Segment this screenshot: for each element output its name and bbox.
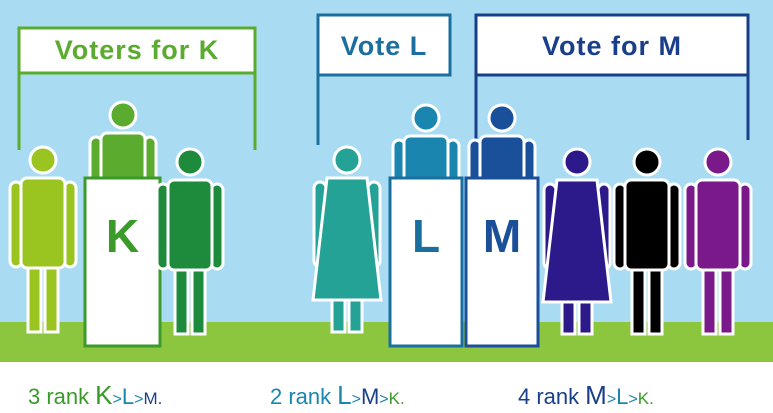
torso — [168, 180, 212, 270]
head — [705, 149, 731, 175]
sign-text: Voters for K — [55, 35, 220, 65]
caption-part: 4 rank — [518, 384, 580, 409]
leg — [703, 262, 716, 334]
leg — [632, 262, 645, 334]
head — [634, 149, 660, 175]
caption-part: > — [352, 391, 361, 408]
caption-part: > — [628, 391, 637, 408]
torso — [21, 178, 65, 268]
torso — [625, 180, 669, 270]
scene: Voters for K Vote L Vote for M KLM 3 ran… — [0, 0, 773, 413]
head — [564, 149, 590, 175]
podium-letter: M — [483, 210, 521, 262]
leg — [192, 262, 205, 334]
head — [177, 149, 203, 175]
podium — [390, 178, 462, 346]
podium-letter: L — [412, 210, 440, 262]
caption-part: K — [95, 380, 113, 410]
leg — [45, 260, 58, 332]
caption-part: K. — [389, 389, 405, 408]
head — [334, 147, 360, 173]
sign-text: Vote for M — [542, 31, 682, 61]
leg — [649, 262, 662, 334]
caption-part: M. — [143, 389, 162, 408]
caption-part: > — [379, 391, 388, 408]
caption-part: > — [134, 391, 143, 408]
torso — [696, 180, 740, 270]
caption-part: L — [616, 384, 628, 409]
podium — [85, 178, 160, 346]
caption-part: L — [122, 384, 134, 409]
head — [489, 105, 515, 131]
sign-text: Vote L — [341, 31, 428, 61]
caption-part: 3 rank — [28, 384, 90, 409]
head — [30, 147, 56, 173]
podium — [466, 178, 538, 346]
caption-part: > — [607, 391, 616, 408]
leg — [720, 262, 733, 334]
caption-part: M — [585, 380, 607, 410]
leg — [175, 262, 188, 334]
caption-part: 2 rank — [270, 384, 332, 409]
caption-part: > — [113, 391, 122, 408]
caption-part: M — [361, 384, 379, 409]
head — [110, 102, 136, 128]
podium-letter: K — [106, 210, 139, 262]
leg — [28, 260, 41, 332]
head — [413, 105, 439, 131]
caption-part: L — [337, 380, 351, 410]
caption-part: K. — [638, 389, 654, 408]
